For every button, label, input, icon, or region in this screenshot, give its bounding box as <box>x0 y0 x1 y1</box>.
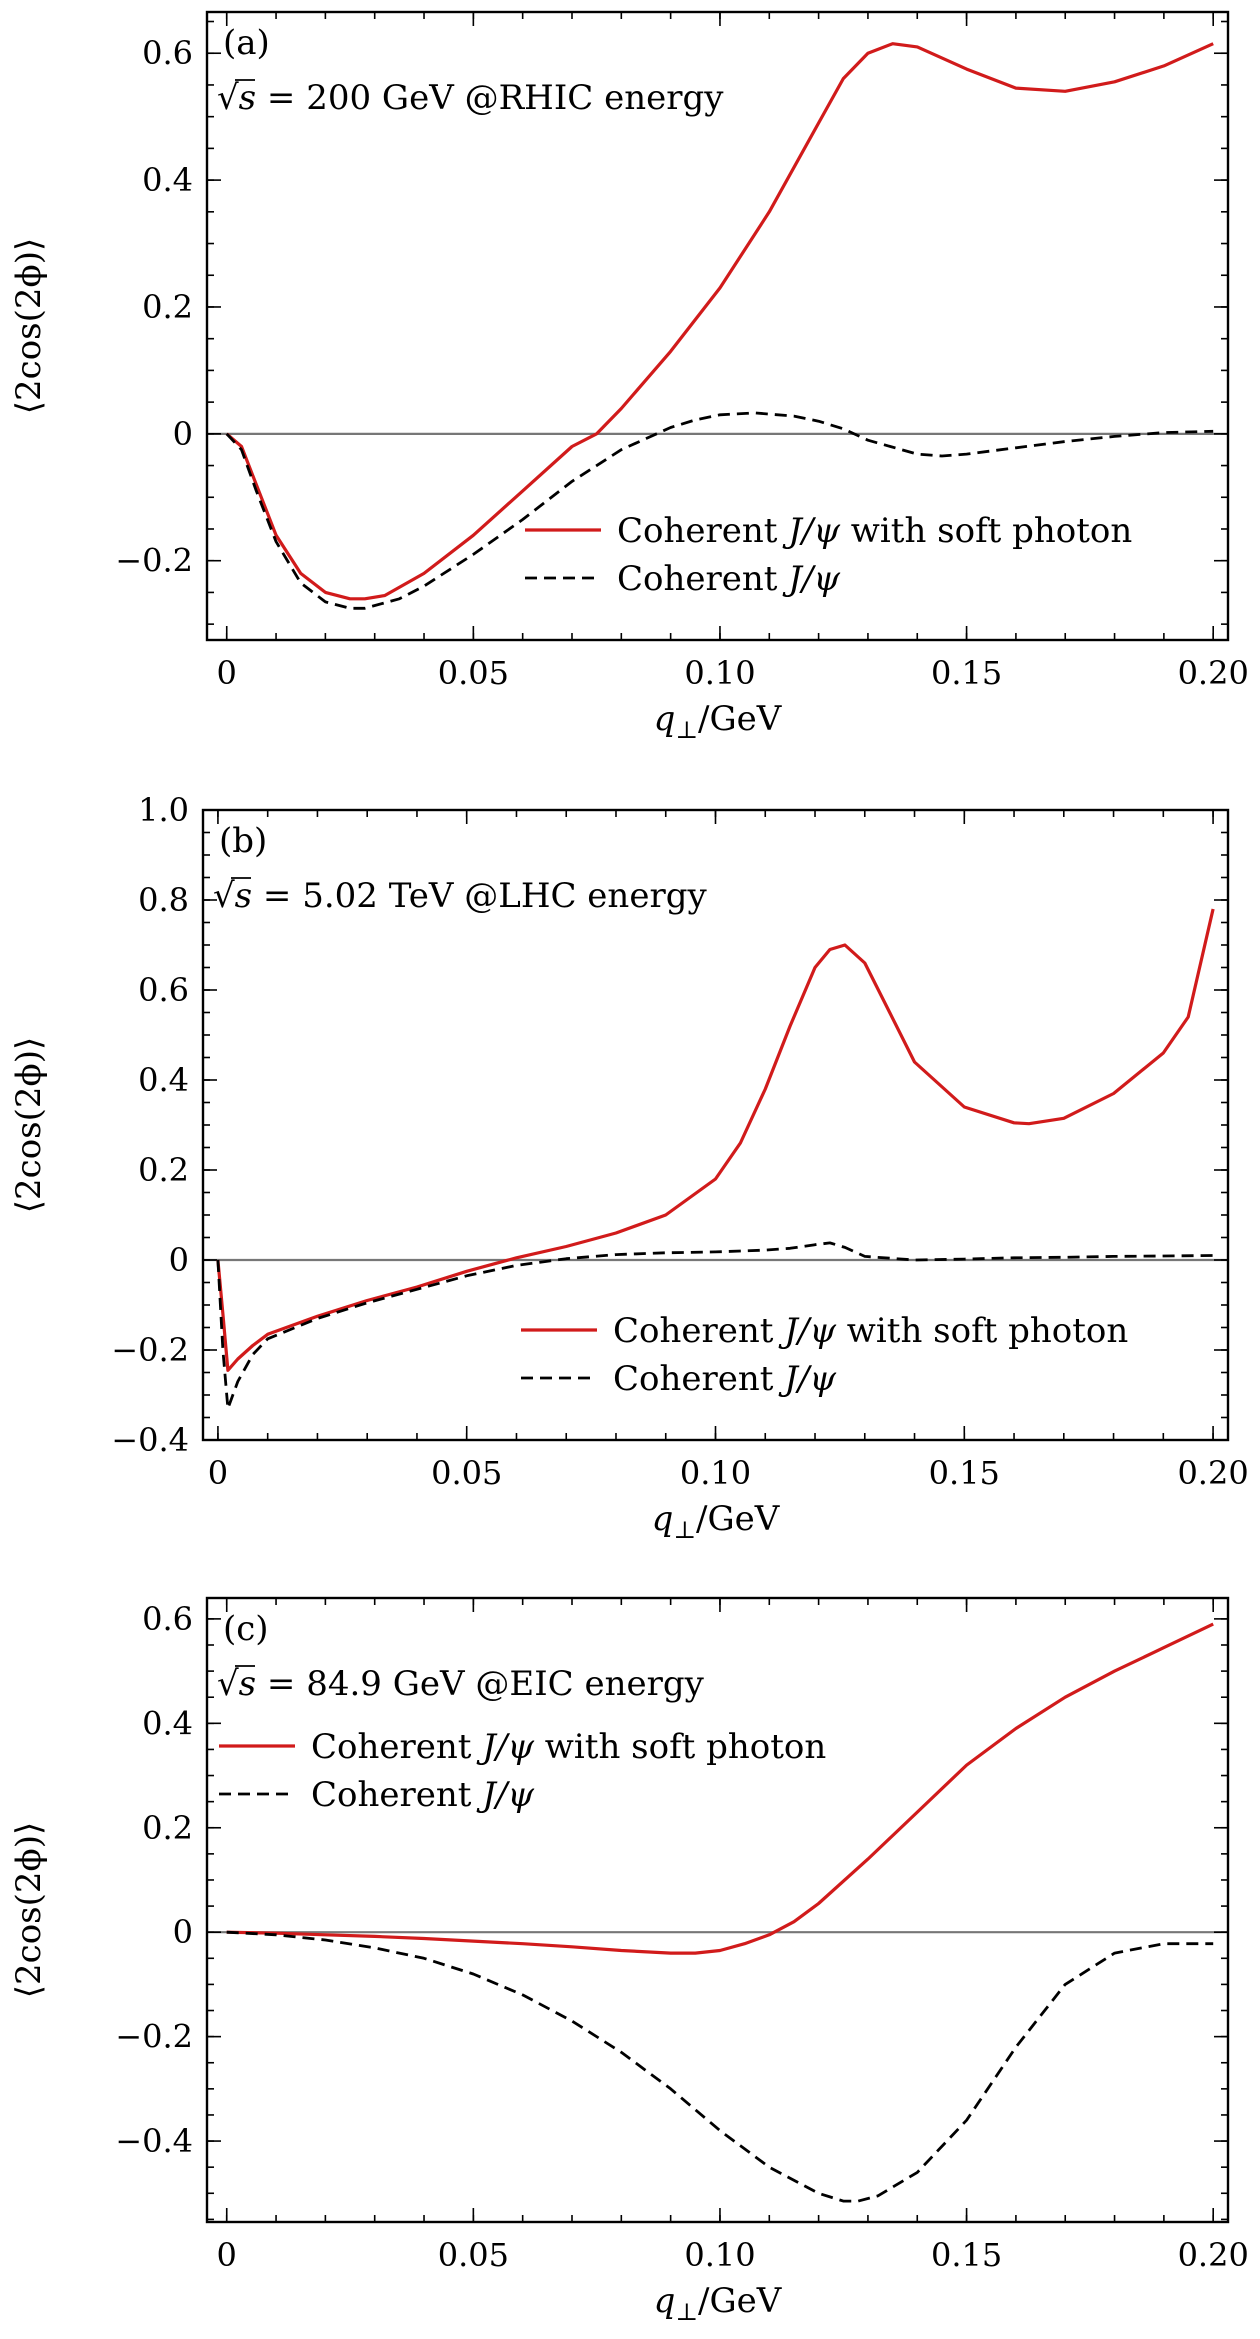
x-tick-label: 0.15 <box>929 1454 1000 1492</box>
legend-label: Coherent J/ψ <box>311 1775 534 1815</box>
x-tick-label: 0.05 <box>438 2236 509 2274</box>
y-tick-label: 0 <box>173 415 193 453</box>
x-axis-label: q⊥/GeV <box>654 699 783 744</box>
legend-label: Coherent J/ψ with soft photon <box>613 1311 1128 1351</box>
x-tick-label: 0.10 <box>680 1454 751 1492</box>
x-tick-label: 0.15 <box>931 2236 1002 2274</box>
y-tick-label: 0.6 <box>142 34 193 72</box>
x-tick-label: 0 <box>208 1454 228 1492</box>
y-tick-label: 1.0 <box>138 791 189 829</box>
y-tick-label: −0.4 <box>111 1421 189 1459</box>
series-coherent-jpsi-line <box>216 1241 1214 1410</box>
x-tick-label: 0.20 <box>1178 654 1249 692</box>
energy-annotation: √s = 200 GeV @RHIC energy <box>217 78 724 118</box>
y-tick-label: 0.2 <box>138 1151 189 1189</box>
panel-label: (a) <box>223 23 270 63</box>
curves-group <box>225 42 1214 610</box>
chart-panel-b: 0 0.05 0.10 0.15 0.20 −0.4 −0.2 0 0.2 0.4 0.6 0.8 1.… <box>9 791 1249 1544</box>
panel-label: (c) <box>223 1609 269 1649</box>
x-tick-label: 0 <box>217 654 237 692</box>
legend-label: Coherent J/ψ with soft photon <box>311 1727 826 1767</box>
x-tick-label: 0.15 <box>931 654 1002 692</box>
y-tick-label: 0 <box>173 1913 193 1951</box>
curves-group <box>226 1622 1214 2203</box>
y-tick-label: 0.2 <box>142 288 193 326</box>
energy-annotation: √s = 5.02 TeV @LHC energy <box>213 876 707 916</box>
y-axis-label: ⟨2cos(2ϕ)⟩ <box>9 1037 49 1213</box>
legend: Coherent J/ψ with soft photon Coherent J/… <box>525 511 1132 599</box>
y-tick-label: 0.4 <box>138 1061 189 1099</box>
legend: Coherent J/ψ with soft photon Coherent J/… <box>219 1727 826 1815</box>
y-tick-label: 0.6 <box>138 971 189 1009</box>
y-tick-label: −0.2 <box>115 2018 193 2056</box>
energy-annotation: √s = 84.9 GeV @EIC energy <box>217 1664 705 1704</box>
x-tick-label: 0.20 <box>1177 1454 1248 1492</box>
x-tick-label: 0.10 <box>684 2236 755 2274</box>
series-soft-photon-line <box>216 908 1215 1372</box>
y-axis-label: ⟨2cos(2ϕ)⟩ <box>9 1822 49 1998</box>
y-axis-label: ⟨2cos(2ϕ)⟩ <box>9 238 49 414</box>
y-tick-label: −0.4 <box>115 2122 193 2160</box>
legend-label: Coherent J/ψ <box>613 1359 836 1399</box>
chart-panel-a: 0 0.05 0.10 0.15 0.20 −0.2 0 0.2 0.4 0.6 (a) √s = 2… <box>9 10 1249 744</box>
y-tick-label: 0 <box>169 1241 189 1279</box>
legend-label: Coherent J/ψ with soft photon <box>617 511 1132 551</box>
x-tick-label: 0.20 <box>1178 2236 1249 2274</box>
y-tick-label: 0.4 <box>142 1704 193 1742</box>
y-tick-label: −0.2 <box>115 542 193 580</box>
axes-frame <box>201 808 1230 1442</box>
legend-label: Coherent J/ψ <box>617 559 840 599</box>
y-tick-label: −0.2 <box>111 1331 189 1369</box>
series-soft-photon-line <box>226 1622 1214 1955</box>
curves-group <box>216 908 1215 1410</box>
y-tick-label: 0.4 <box>142 161 193 199</box>
panel-label: (b) <box>219 821 267 861</box>
series-coherent-jpsi-line <box>225 411 1214 610</box>
legend: Coherent J/ψ with soft photon Coherent J/… <box>521 1311 1128 1399</box>
series-soft-photon-line <box>225 42 1214 601</box>
series-coherent-jpsi-line <box>226 1930 1214 2203</box>
axes-frame <box>205 1596 1230 2224</box>
x-tick-label: 0.05 <box>431 1454 502 1492</box>
y-tick-label: 0.6 <box>142 1600 193 1638</box>
y-tick-label: 0.8 <box>138 881 189 919</box>
axes-frame <box>205 10 1230 642</box>
x-tick-label: 0.10 <box>684 654 755 692</box>
chart-panel-c: 0 0.05 0.10 0.15 0.20 −0.4 −0.2 0 0.2 0.4 0.6 (c) √s… <box>9 1596 1249 2326</box>
x-axis-label: q⊥/GeV <box>654 2281 783 2326</box>
x-tick-label: 0.05 <box>438 654 509 692</box>
y-tick-label: 0.2 <box>142 1809 193 1847</box>
x-axis-label: q⊥/GeV <box>652 1499 781 1544</box>
x-tick-label: 0 <box>217 2236 237 2274</box>
